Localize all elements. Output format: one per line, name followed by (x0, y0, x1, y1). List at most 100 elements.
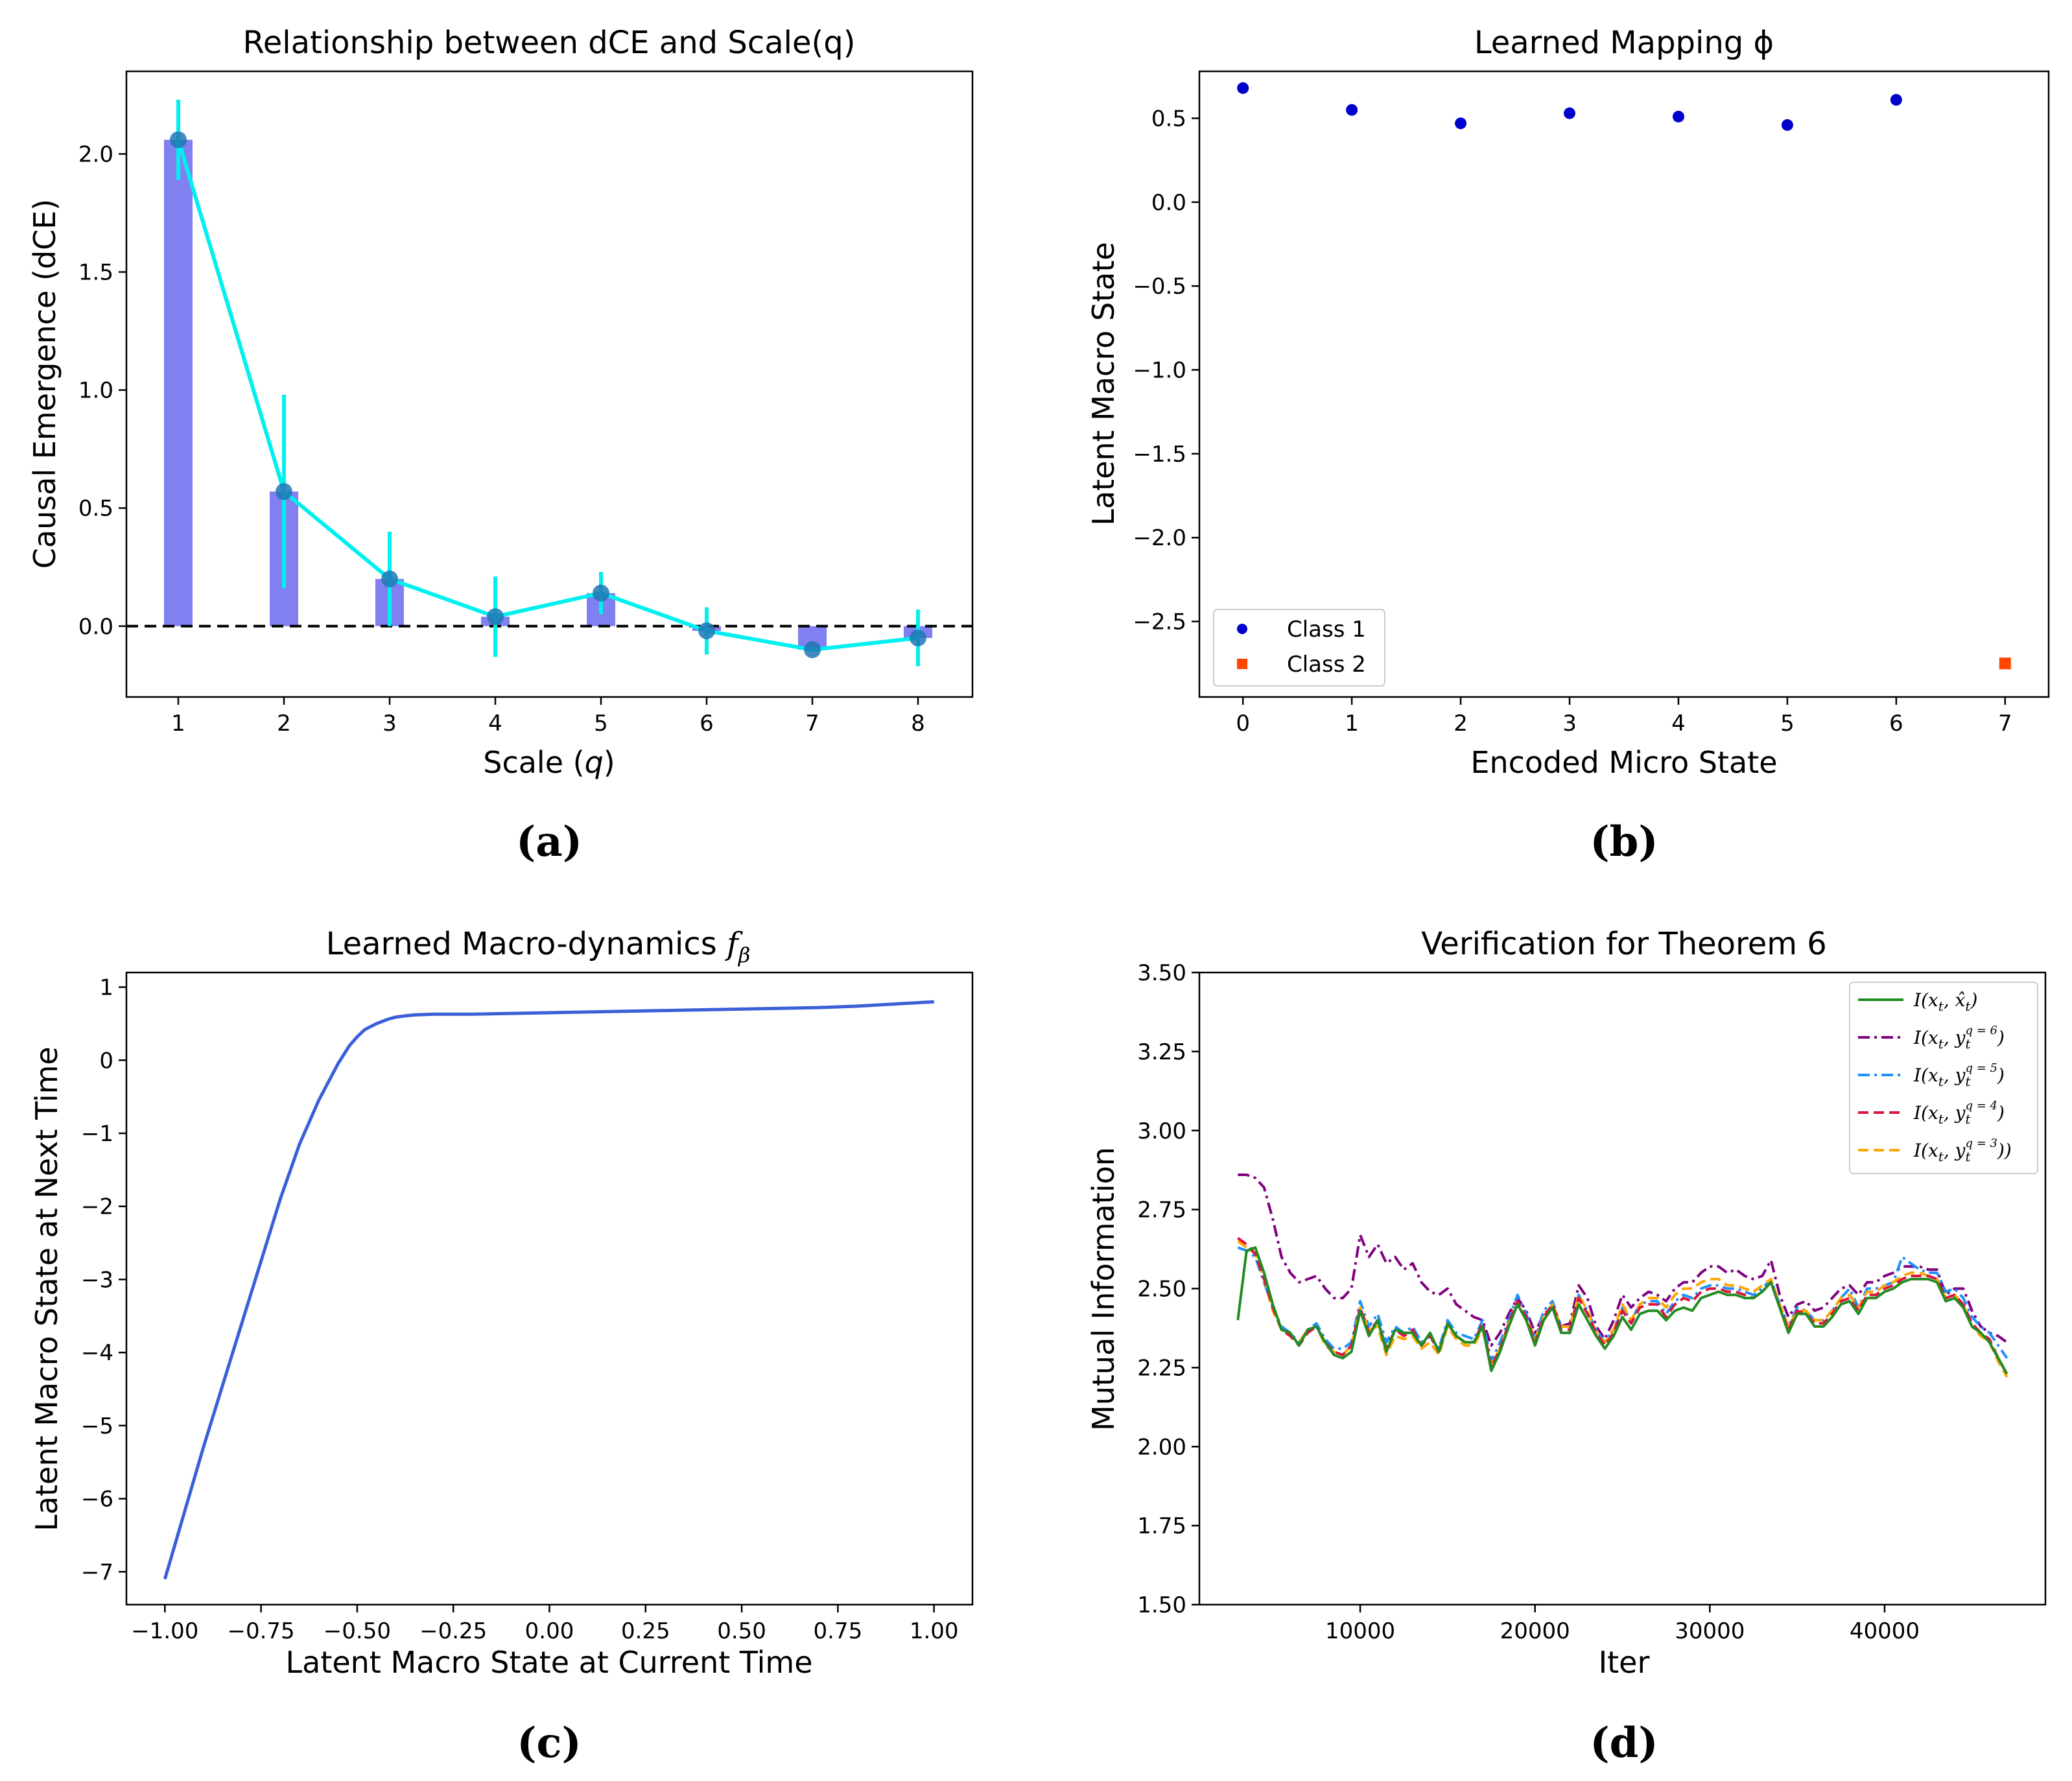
chart-a-title: Relationship between dCE and Scale(q) (243, 25, 856, 61)
chart-b-ticks: 0.5 0.0 −0.5 −1.0 −1.5 −2.0 −2.5 0 1 2 3 4 5 6 7 (1133, 106, 2012, 737)
chart-b-xtick-label: 2 (1454, 711, 1468, 737)
chart-a-xtick-label: 8 (911, 711, 925, 737)
chart-b-ytick-label: −0.5 (1133, 274, 1186, 300)
chart-b-ytick-label: −2.5 (1133, 609, 1186, 635)
chart-b: Learned Mapping ϕ 0.5 0.0 −0.5 −1.0 −1.5 −2.0… (1086, 25, 2050, 866)
chart-c-xtick-label: 0.00 (525, 1618, 574, 1644)
chart-b-plot (1237, 82, 2011, 670)
chart-c-ylabel: Latent Macro State at Next Time (29, 1046, 64, 1531)
chart-b-point-class1 (1346, 104, 1358, 116)
chart-d-xtick-label: 20000 (1500, 1618, 1570, 1644)
chart-b-point-class1 (1672, 110, 1684, 123)
chart-d-plot (1236, 1174, 2008, 1378)
chart-a-xtick-label: 6 (700, 711, 714, 737)
chart-d-panel-label: (d) (1590, 1719, 1658, 1767)
chart-c-ticks: 1 0 −1 −2 −3 −4 −5 −6 −7 −1.00 −0.75 −0.50 −0.25 0.00… (81, 975, 959, 1644)
chart-d: Verification for Theorem 6 3.50 3.25 3.00 2… (1086, 926, 2047, 1767)
chart-a-xtick-label: 1 (171, 711, 185, 737)
chart-c-xtick-label: 0.75 (814, 1618, 863, 1644)
chart-b-xlabel: Encoded Micro State (1470, 745, 1777, 780)
chart-d-series-line (1237, 1236, 2008, 1375)
chart-d-legend: I(xt, x̂t) I(xt, ytq = 6) I(xt, ytq = 5) I(… (1849, 982, 2038, 1174)
chart-b-ytick-label: 0.0 (1151, 190, 1186, 216)
chart-a-ytick-label: 1.5 (78, 260, 113, 286)
chart-b-xtick-label: 1 (1345, 711, 1359, 737)
chart-c-title: Learned Macro-dynamics fβ (326, 926, 751, 967)
chart-d-series-line (1238, 1174, 2008, 1347)
chart-a-point (276, 483, 292, 501)
chart-c-xlabel: Latent Macro State at Current Time (286, 1645, 813, 1680)
chart-d-legend-label: I(xt, ytq = 4) (1913, 1099, 2005, 1127)
chart-c-xtick-label: 0.50 (717, 1618, 766, 1644)
chart-b-ytick-label: −1.5 (1133, 442, 1186, 467)
chart-c-xtick-label: −0.50 (324, 1618, 391, 1644)
chart-d-series-line (1237, 1240, 2008, 1378)
chart-a-point (487, 608, 504, 626)
chart-a-ytick-label: 0.0 (78, 614, 113, 640)
chart-a-point (593, 584, 609, 602)
chart-b-ytick-label: −2.0 (1133, 525, 1186, 551)
chart-b-point-class1 (1781, 119, 1793, 131)
chart-a-panel-label: (a) (516, 818, 582, 866)
chart-b-ylabel: Latent Macro State (1086, 242, 1121, 526)
chart-c: Learned Macro-dynamics fβ 1 0 −1 −2 −3 −4 −5 −6… (29, 926, 974, 1767)
chart-b-xtick-label: 4 (1671, 711, 1686, 737)
chart-a-xlabel: Scale (q) (483, 745, 615, 780)
chart-c-ytick-label: −4 (81, 1340, 113, 1366)
legend-class1-marker (1237, 624, 1247, 634)
chart-d-legend-box (1849, 982, 2038, 1174)
chart-a-plot (126, 99, 972, 666)
chart-c-xtick-label: −1.00 (131, 1618, 198, 1644)
chart-b-point-class2 (1999, 657, 2011, 670)
chart-b-point-class1 (1455, 117, 1467, 130)
chart-d-ytick-label: 3.25 (1137, 1039, 1186, 1065)
chart-b-xtick-label: 5 (1780, 711, 1795, 737)
chart-a-xtick-label: 4 (488, 711, 502, 737)
chart-a-bar (164, 139, 193, 626)
legend-class2-marker (1237, 659, 1247, 669)
chart-b-xtick-label: 7 (1998, 711, 2012, 737)
chart-d-legend-label: I(xt, ytq = 3)) (1913, 1137, 2012, 1164)
chart-a-xtick-label: 5 (594, 711, 608, 737)
chart-b-ytick-label: 0.5 (1151, 106, 1186, 132)
chart-b-legend: Class 1 Class 2 (1213, 609, 1385, 687)
chart-a-ytick-label: 0.5 (78, 496, 113, 522)
chart-a-ytick-label: 1.0 (78, 378, 113, 404)
chart-b-title: Learned Mapping ϕ (1474, 25, 1774, 61)
chart-d-xtick-label: 10000 (1325, 1618, 1395, 1644)
chart-d-ytick-label: 2.00 (1137, 1434, 1186, 1460)
chart-c-ytick-label: −5 (81, 1413, 113, 1439)
chart-c-ytick-label: −3 (81, 1267, 113, 1293)
chart-a: Relationship between dCE and Scale(q) 0.… (27, 25, 974, 866)
chart-c-panel-label: (c) (517, 1719, 582, 1767)
chart-a-frame (125, 70, 974, 698)
chart-d-ytick-label: 2.25 (1137, 1355, 1186, 1381)
chart-b-point-class1 (1564, 107, 1576, 119)
chart-c-ytick-label: −7 (81, 1559, 113, 1585)
chart-c-xtick-label: 1.00 (910, 1618, 959, 1644)
chart-a-line (176, 139, 919, 652)
chart-a-xtick-label: 2 (277, 711, 291, 737)
chart-a-point (910, 629, 926, 646)
chart-a-ytick-label: 2.0 (78, 141, 113, 167)
chart-b-frame (1198, 70, 2050, 698)
chart-c-line (163, 1000, 934, 1580)
chart-c-ytick-label: −6 (81, 1487, 113, 1513)
chart-d-xtick-label: 30000 (1675, 1618, 1745, 1644)
chart-c-ytick-label: 0 (99, 1048, 113, 1074)
chart-d-series-line (1237, 1246, 2008, 1363)
chart-a-point (698, 622, 715, 640)
chart-a-point (804, 641, 821, 659)
chart-d-ytick-label: 1.50 (1137, 1592, 1186, 1618)
chart-d-ytick-label: 1.75 (1137, 1513, 1186, 1539)
chart-b-panel-label: (b) (1590, 818, 1658, 866)
chart-b-point-class1 (1237, 82, 1249, 94)
chart-c-ytick-label: −1 (81, 1121, 113, 1147)
chart-d-ytick-label: 3.50 (1137, 960, 1186, 986)
chart-d-ticks: 3.50 3.25 3.00 2.75 2.50 2.25 2.00 1.75 1.50 1000… (1137, 960, 1920, 1644)
chart-d-frame (1198, 971, 2047, 1606)
chart-a-xtick-label: 3 (383, 711, 397, 737)
chart-a-ticks: 0.0 0.5 1.0 1.5 2.0 1 2 3 4 5 6 7 8 (78, 141, 925, 737)
chart-b-legend-box (1213, 609, 1385, 687)
